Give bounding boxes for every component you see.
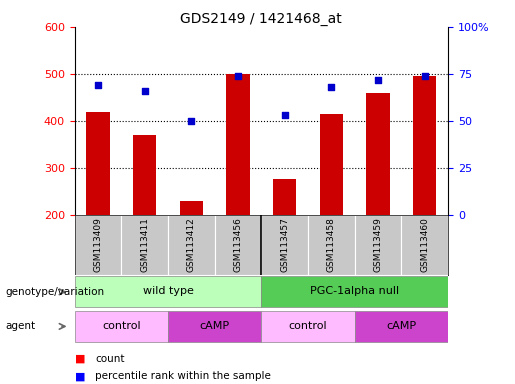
- Text: GSM113457: GSM113457: [280, 217, 289, 272]
- Bar: [355, 311, 448, 342]
- Bar: [75, 311, 168, 342]
- Bar: [133, 135, 157, 215]
- Bar: [75, 215, 122, 275]
- Bar: [413, 76, 436, 215]
- Text: wild type: wild type: [143, 286, 194, 296]
- Text: control: control: [289, 321, 328, 331]
- Point: [327, 84, 335, 90]
- Text: GSM113412: GSM113412: [187, 217, 196, 272]
- Bar: [168, 215, 215, 275]
- Bar: [180, 201, 203, 215]
- Title: GDS2149 / 1421468_at: GDS2149 / 1421468_at: [180, 12, 342, 26]
- Text: count: count: [95, 354, 125, 364]
- Text: GSM113411: GSM113411: [140, 217, 149, 272]
- Point: [141, 88, 149, 94]
- Bar: [320, 114, 343, 215]
- Text: genotype/variation: genotype/variation: [5, 287, 104, 297]
- Point: [421, 73, 429, 79]
- Text: cAMP: cAMP: [200, 321, 230, 331]
- Bar: [75, 276, 261, 307]
- Bar: [122, 215, 168, 275]
- Point: [187, 118, 196, 124]
- Bar: [215, 215, 261, 275]
- Text: GSM113458: GSM113458: [327, 217, 336, 272]
- Point: [374, 76, 382, 83]
- Bar: [273, 179, 296, 215]
- Text: percentile rank within the sample: percentile rank within the sample: [95, 371, 271, 381]
- Text: GSM113459: GSM113459: [373, 217, 383, 272]
- Point: [94, 82, 102, 88]
- Bar: [366, 93, 390, 215]
- Bar: [168, 311, 261, 342]
- Bar: [261, 311, 355, 342]
- Text: ■: ■: [75, 354, 85, 364]
- Bar: [261, 276, 448, 307]
- Text: ■: ■: [75, 371, 85, 381]
- Bar: [227, 74, 250, 215]
- Text: GSM113456: GSM113456: [233, 217, 243, 272]
- Text: control: control: [102, 321, 141, 331]
- Bar: [261, 215, 308, 275]
- Text: cAMP: cAMP: [386, 321, 417, 331]
- Text: GSM113460: GSM113460: [420, 217, 429, 272]
- Bar: [401, 215, 448, 275]
- Point: [234, 73, 242, 79]
- Bar: [308, 215, 355, 275]
- Bar: [87, 112, 110, 215]
- Bar: [355, 215, 401, 275]
- Text: agent: agent: [5, 321, 35, 331]
- Point: [281, 112, 289, 118]
- Text: GSM113409: GSM113409: [94, 217, 102, 272]
- Text: PGC-1alpha null: PGC-1alpha null: [310, 286, 399, 296]
